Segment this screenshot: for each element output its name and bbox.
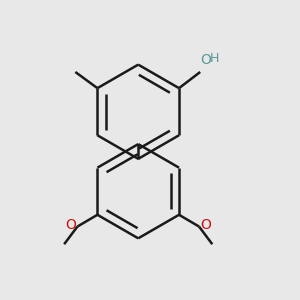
Text: H: H <box>210 52 219 65</box>
Text: O: O <box>200 53 211 67</box>
Text: O: O <box>65 218 76 233</box>
Text: O: O <box>200 218 211 233</box>
